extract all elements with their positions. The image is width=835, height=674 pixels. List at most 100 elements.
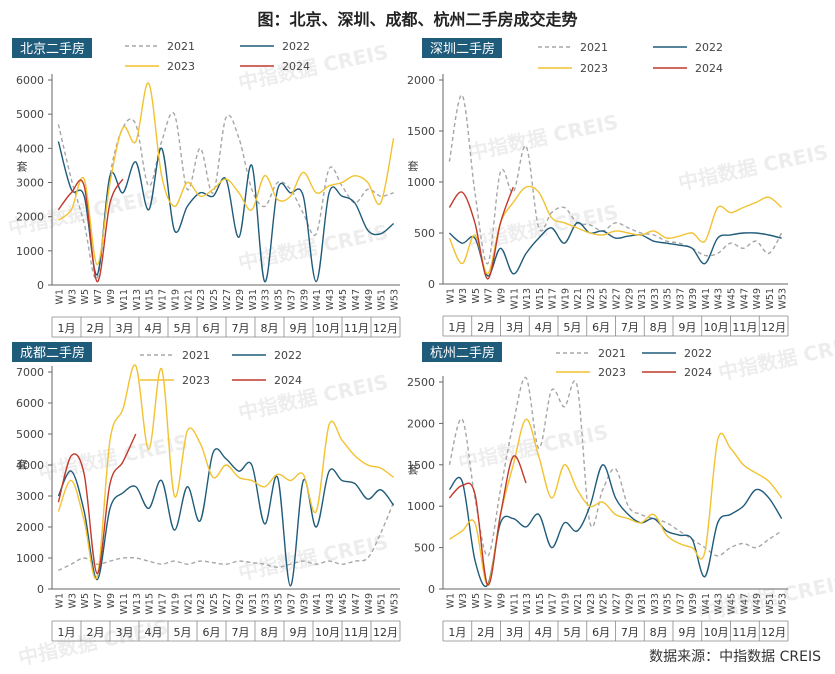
y-tick-label: 1500 (407, 125, 435, 138)
month-label: 9月 (290, 626, 308, 639)
y-tick-label: 6000 (16, 74, 44, 87)
y-tick-label: 0 (37, 279, 44, 292)
x-tick-label: W39 (688, 593, 699, 614)
month-label: 2月 (87, 626, 105, 639)
month-label: 1月 (58, 322, 76, 335)
x-tick-label: W49 (364, 593, 375, 614)
x-tick-label: W9 (497, 593, 508, 608)
series-line-2023 (448, 185, 783, 275)
month-label: 2月 (477, 626, 495, 639)
x-tick-label: W7 (484, 288, 495, 303)
x-tick-label: W53 (390, 289, 401, 310)
x-tick-label: W47 (351, 289, 362, 310)
month-label: 4月 (145, 322, 163, 335)
x-tick-label: W1 (54, 289, 65, 304)
x-tick-label: W51 (377, 289, 388, 310)
legend-label: 2021 (167, 40, 195, 53)
x-tick-label: W53 (390, 593, 401, 614)
legend-label: 2024 (274, 374, 302, 387)
x-tick-label: W43 (325, 593, 336, 614)
month-label: 6月 (592, 626, 610, 639)
x-tick-label: W33 (261, 593, 272, 614)
legend-label: 2021 (598, 347, 626, 360)
month-label: 3月 (506, 626, 524, 639)
x-tick-label: W31 (637, 593, 648, 614)
series-line-2023 (57, 364, 395, 580)
x-tick-label: W27 (612, 593, 623, 614)
x-tick-label: W23 (586, 288, 597, 309)
x-tick-label: W5 (471, 593, 482, 608)
y-tick-label: 4000 (16, 459, 44, 472)
month-label: 3月 (116, 322, 134, 335)
x-tick-label: W5 (80, 289, 91, 304)
x-tick-label: W17 (548, 288, 559, 309)
legend-label: 2023 (598, 366, 626, 379)
y-axis-label: 套 (17, 459, 28, 472)
month-label: 6月 (203, 626, 221, 639)
y-tick-label: 500 (414, 227, 435, 240)
month-label: 7月 (232, 626, 250, 639)
month-label: 4月 (535, 626, 553, 639)
watermark-text: 中指数据 CREIS (36, 430, 190, 485)
x-tick-label: W11 (119, 289, 130, 310)
x-tick-label: W23 (586, 593, 597, 614)
x-tick-label: W13 (132, 289, 143, 310)
y-tick-label: 4000 (16, 142, 44, 155)
x-tick-label: W21 (573, 593, 584, 614)
x-tick-label: W25 (599, 288, 610, 309)
month-label: 11月 (732, 626, 757, 639)
x-tick-label: W13 (522, 593, 533, 614)
y-tick-label: 3000 (16, 177, 44, 190)
month-label: 5月 (174, 322, 192, 335)
x-tick-label: W39 (299, 289, 310, 310)
x-tick-label: W25 (599, 593, 610, 614)
x-tick-label: W33 (261, 289, 272, 310)
month-label: 1月 (448, 626, 466, 639)
watermark-text: 中指数据 CREIS (466, 200, 620, 255)
month-label: 12月 (761, 626, 786, 639)
x-tick-label: W11 (509, 593, 520, 614)
x-tick-label: W51 (377, 593, 388, 614)
panel-title-box (12, 38, 92, 58)
x-tick-label: W35 (274, 593, 285, 614)
month-label: 11月 (344, 322, 369, 335)
x-tick-label: W1 (445, 593, 456, 608)
month-label: 6月 (592, 321, 610, 334)
x-tick-label: W45 (727, 288, 738, 309)
month-label: 5月 (174, 626, 192, 639)
x-tick-label: W13 (522, 288, 533, 309)
x-tick-label: W35 (274, 289, 285, 310)
x-tick-label: W23 (196, 289, 207, 310)
x-tick-label: W23 (196, 593, 207, 614)
x-tick-label: W45 (338, 289, 349, 310)
watermark-text: 中指数据 CREIS (236, 530, 390, 585)
x-tick-label: W29 (235, 289, 246, 310)
x-tick-label: W21 (573, 288, 584, 309)
month-label: 2月 (477, 321, 495, 334)
series-line-2021 (57, 111, 394, 280)
x-tick-label: W35 (663, 593, 674, 614)
x-tick-label: W1 (445, 288, 456, 303)
x-tick-label: W35 (663, 288, 674, 309)
y-tick-label: 1000 (16, 245, 44, 258)
x-tick-label: W51 (765, 288, 776, 309)
x-tick-label: W3 (458, 593, 469, 608)
legend-label: 2022 (282, 40, 310, 53)
panel-title: 成都二手房 (20, 345, 85, 361)
y-axis-label: 套 (408, 464, 419, 477)
month-label: 5月 (563, 321, 581, 334)
watermark-text: 中指数据 CREIS (16, 615, 170, 670)
x-tick-label: W31 (248, 289, 259, 310)
series-line-2021 (58, 501, 395, 572)
watermark-text: 中指数据 CREIS (676, 140, 830, 195)
month-label: 3月 (116, 626, 134, 639)
panel-title-box (422, 38, 502, 58)
y-tick-label: 2000 (407, 74, 435, 87)
x-tick-label: W15 (145, 289, 156, 310)
panel-title-box (422, 342, 502, 362)
month-label: 2月 (87, 322, 105, 335)
chart-main-title: 图：北京、深圳、成都、杭州二手房成交走势 (257, 10, 578, 29)
month-label: 11月 (732, 321, 757, 334)
series-line-2024 (57, 178, 124, 283)
x-tick-label: W47 (739, 593, 750, 614)
